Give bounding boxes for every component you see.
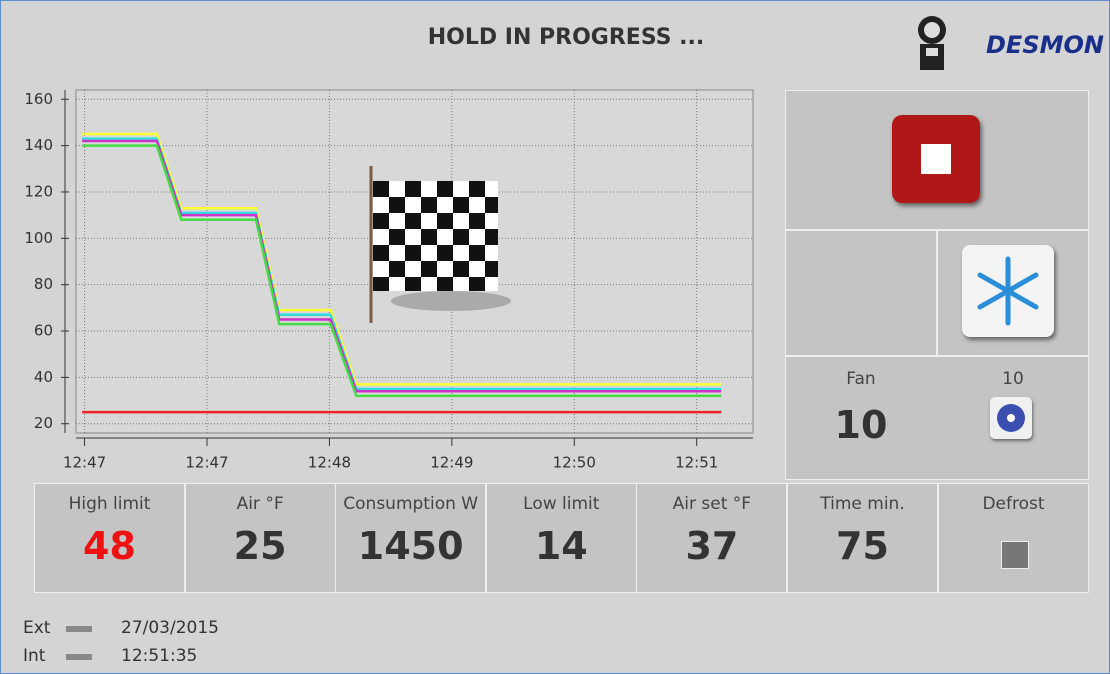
- time: 12:51:35: [121, 646, 197, 666]
- defrost-label: Defrost: [939, 494, 1088, 514]
- stop-button[interactable]: [892, 115, 980, 203]
- readout-cell: Low limit 14: [486, 483, 637, 593]
- x-tick-label: 12:47: [185, 454, 228, 472]
- x-tick-label: 12:49: [430, 454, 473, 472]
- chart: 20 40 60 80 100 120 140 160 12:47 12:47 12:48 12:49…: [1, 1, 781, 481]
- y-tick-label: 120: [24, 182, 53, 200]
- readout-cell: High limit 48: [34, 483, 185, 593]
- ext-indicator: [66, 626, 92, 632]
- x-tick-label: 12:50: [553, 454, 596, 472]
- readout-value: 37: [637, 524, 786, 568]
- fan-setting: 10: [938, 369, 1088, 389]
- readout-label: High limit: [35, 494, 184, 514]
- fan-value: 10: [786, 403, 936, 447]
- y-tick-label: 60: [34, 322, 53, 340]
- int-indicator: [66, 654, 92, 660]
- y-tick-label: 20: [34, 414, 53, 432]
- readout-cell: Air °F 25: [185, 483, 336, 593]
- empty-panel: [785, 230, 937, 356]
- readout-value: 25: [186, 524, 335, 568]
- y-tick-label: 40: [34, 368, 53, 386]
- readout-label: Air set °F: [637, 494, 786, 514]
- defrost-cell: Defrost: [938, 483, 1089, 593]
- fan-button[interactable]: [990, 397, 1032, 439]
- screen: HOLD IN PROGRESS ... DESMON 204060801001…: [0, 0, 1110, 674]
- freeze-panel: [937, 230, 1089, 356]
- fan-panel: Fan 10 10: [785, 356, 1089, 480]
- readout-cell: Consumption W 1450: [335, 483, 486, 593]
- finish-flag: [371, 166, 511, 323]
- readout-label: Low limit: [487, 494, 636, 514]
- x-tick-label: 12:51: [675, 454, 718, 472]
- freeze-button[interactable]: [962, 245, 1054, 337]
- fan-label: Fan: [786, 369, 936, 389]
- readout-label: Air °F: [186, 494, 335, 514]
- defrost-indicator: [1001, 541, 1029, 569]
- readout-value: 14: [487, 524, 636, 568]
- x-tick-label: 12:48: [308, 454, 351, 472]
- brand: DESMON: [986, 31, 1104, 59]
- readout-value: 48: [35, 524, 184, 568]
- y-tick-label: 80: [34, 275, 53, 293]
- readout-label: Time min.: [788, 494, 937, 514]
- y-tick-label: 160: [24, 90, 53, 108]
- logo-icon: [896, 6, 966, 78]
- readout-cell: Time min. 75: [787, 483, 938, 593]
- ext-label: Ext: [23, 618, 50, 638]
- readout-value: 75: [788, 524, 937, 568]
- int-label: Int: [23, 646, 45, 666]
- stop-panel: [785, 90, 1089, 230]
- x-tick-label: 12:47: [63, 454, 106, 472]
- readout-cell: Air set °F 37: [636, 483, 787, 593]
- date: 27/03/2015: [121, 618, 219, 638]
- readout-value: 1450: [336, 524, 485, 568]
- readout-label: Consumption W: [336, 494, 485, 514]
- y-tick-label: 140: [24, 136, 53, 154]
- y-tick-label: 100: [24, 229, 53, 247]
